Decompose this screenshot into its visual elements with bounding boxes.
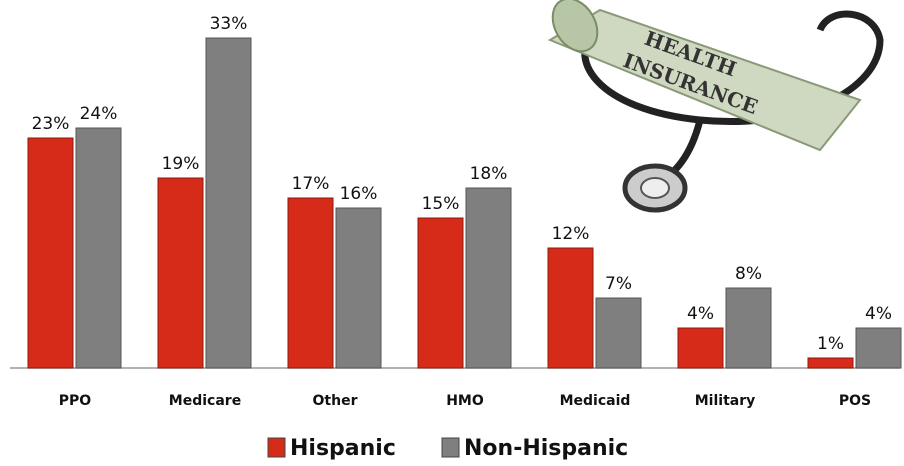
- bar: [595, 297, 642, 369]
- x-tick-label: POS: [839, 393, 871, 409]
- data-label: 19%: [162, 154, 200, 174]
- x-tick-label: HMO: [446, 393, 484, 409]
- data-label: 1%: [817, 334, 844, 354]
- legend-label: Non-Hispanic: [464, 436, 628, 461]
- data-label: 17%: [292, 174, 330, 194]
- bar: [547, 247, 594, 369]
- insurance-illustration: HEALTH INSURANCE: [547, 0, 884, 213]
- x-tick-label: Other: [313, 393, 358, 409]
- bar: [417, 217, 464, 369]
- data-label: 15%: [422, 194, 460, 214]
- bar: [157, 177, 204, 369]
- bar: [27, 137, 74, 369]
- data-label: 7%: [605, 274, 632, 294]
- legend-swatch: [441, 437, 460, 458]
- data-label: 4%: [865, 304, 892, 324]
- bar: [75, 127, 122, 369]
- data-label: 18%: [470, 164, 508, 184]
- x-tick-label: Medicare: [169, 393, 241, 409]
- legend-swatch: [267, 437, 286, 458]
- data-label: 24%: [80, 104, 118, 124]
- x-tick-label: Medicaid: [560, 393, 631, 409]
- bar: [205, 37, 252, 369]
- x-tick-label: PPO: [59, 393, 92, 409]
- data-label: 12%: [552, 224, 590, 244]
- bar: [287, 197, 334, 369]
- data-label: 16%: [340, 184, 378, 204]
- data-label: 23%: [32, 114, 70, 134]
- legend-label: Hispanic: [290, 436, 396, 461]
- bar: [335, 207, 382, 369]
- bar: [807, 357, 854, 369]
- data-label: 33%: [210, 14, 248, 34]
- data-label: 8%: [735, 264, 762, 284]
- data-label: 4%: [687, 304, 714, 324]
- bar: [855, 327, 902, 369]
- x-tick-label: Military: [695, 393, 756, 409]
- bar: [465, 187, 512, 369]
- bar: [725, 287, 772, 369]
- bar: [677, 327, 724, 369]
